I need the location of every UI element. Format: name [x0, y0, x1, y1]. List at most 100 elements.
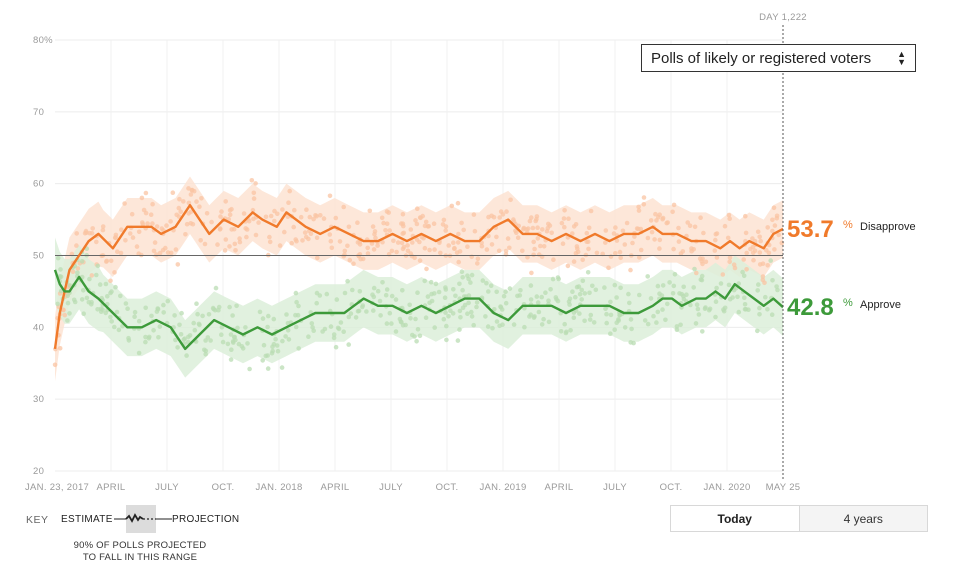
poll-dot	[741, 257, 746, 262]
poll-dot	[346, 342, 352, 347]
value-approve: 42.8	[787, 294, 834, 321]
poll-dot	[175, 345, 180, 350]
poll-dot	[198, 238, 203, 243]
poll-dot	[451, 240, 456, 245]
poll-dot	[189, 188, 195, 193]
poll-dot	[346, 314, 352, 320]
y-tick-label: 50	[33, 251, 44, 262]
poll-dot	[713, 314, 718, 320]
poll-dot	[408, 227, 414, 232]
poll-dot	[442, 295, 448, 301]
poll-dot	[178, 332, 184, 337]
poll-dot	[577, 291, 583, 297]
poll-dot	[134, 244, 140, 249]
poll-dot	[528, 297, 534, 302]
poll-dot	[216, 307, 221, 313]
poll-dot	[454, 250, 460, 255]
poll-dot	[413, 316, 418, 322]
poll-dot	[438, 250, 443, 256]
poll-dot	[179, 310, 184, 316]
poll-dot	[456, 259, 462, 265]
poll-dot	[549, 230, 554, 236]
poll-dot	[62, 312, 68, 318]
poll-dot	[459, 269, 465, 275]
poll-dot	[113, 284, 118, 290]
poll-dot	[714, 255, 720, 260]
label-disapprove: Disapprove	[860, 221, 916, 233]
poll-dot	[223, 237, 229, 242]
poll-dot	[657, 237, 663, 243]
poll-dot	[455, 240, 461, 245]
poll-dot	[228, 332, 234, 337]
poll-dot	[443, 310, 448, 315]
poll-dot	[118, 293, 123, 299]
poll-dot	[280, 338, 285, 344]
poll-dot	[522, 324, 527, 330]
poll-dot	[776, 232, 781, 238]
poll-dot	[292, 207, 297, 213]
poll-dot	[114, 309, 120, 315]
poll-dot	[372, 229, 378, 234]
poll-dot	[701, 230, 706, 236]
poll-dot	[218, 214, 223, 219]
poll-dot	[624, 220, 630, 226]
poll-dot	[132, 309, 138, 315]
poll-dot	[260, 358, 266, 363]
poll-dot	[150, 201, 155, 207]
poll-dot	[313, 213, 318, 218]
poll-dot	[546, 221, 551, 227]
poll-dot	[449, 203, 455, 209]
poll-dot	[136, 318, 142, 324]
poll-dot	[379, 215, 385, 221]
key-note-line2: TO FALL IN THIS RANGE	[82, 552, 198, 563]
today-button[interactable]: Today	[671, 506, 799, 531]
poll-dot	[455, 338, 461, 343]
poll-dot	[230, 313, 235, 318]
poll-dot	[671, 246, 676, 252]
poll-dot	[579, 297, 584, 302]
poll-dot	[334, 297, 340, 302]
poll-dot	[763, 294, 768, 300]
poll-dot	[375, 288, 381, 294]
poll-dot	[194, 199, 199, 204]
poll-dot	[608, 299, 613, 305]
four-years-button[interactable]: 4 years	[798, 506, 927, 531]
poll-dot	[681, 284, 686, 290]
poll-dot	[613, 225, 618, 230]
poll-dot	[81, 288, 86, 293]
poll-dot	[562, 321, 567, 327]
poll-dot	[408, 251, 414, 256]
poll-dot	[618, 255, 623, 261]
poll-dot	[774, 284, 779, 289]
poll-dot	[213, 285, 219, 291]
poll-dot	[459, 220, 464, 226]
poll-dot	[727, 216, 732, 221]
poll-dot	[265, 366, 271, 371]
poll-filter-dropdown[interactable]: Polls of likely or registered voters ▲ ▼	[641, 44, 916, 72]
poll-dot	[58, 267, 63, 272]
y-tick-label: 60	[33, 179, 44, 190]
poll-dot	[222, 248, 228, 253]
poll-dot	[272, 208, 277, 214]
poll-dot	[520, 248, 525, 254]
poll-dot	[341, 204, 347, 210]
poll-dot	[257, 309, 263, 315]
x-tick-label: APRIL	[97, 482, 126, 493]
poll-dot	[345, 278, 350, 284]
poll-dot	[369, 241, 375, 246]
poll-dot	[677, 291, 682, 296]
poll-dot	[161, 310, 166, 315]
poll-dot	[192, 327, 198, 333]
poll-dot	[570, 231, 575, 236]
poll-dot	[209, 219, 214, 225]
poll-dot	[79, 297, 85, 302]
poll-dot	[539, 322, 545, 327]
poll-dot	[55, 255, 61, 261]
poll-dot	[577, 311, 582, 316]
poll-dot	[241, 211, 247, 216]
x-tick-label: JULY	[379, 482, 403, 493]
poll-dot	[637, 292, 642, 298]
poll-dot	[280, 207, 285, 212]
poll-dot	[760, 274, 766, 279]
